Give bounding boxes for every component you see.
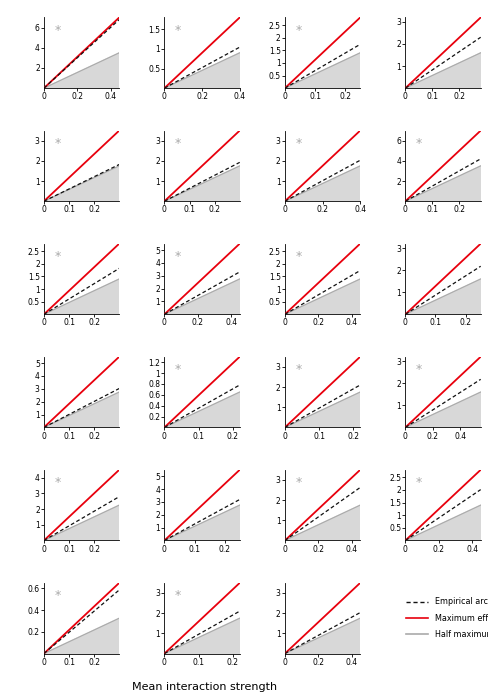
- Polygon shape: [406, 53, 481, 88]
- Text: *: *: [295, 363, 302, 376]
- Text: *: *: [175, 363, 181, 376]
- Polygon shape: [285, 166, 360, 201]
- Text: *: *: [295, 24, 302, 36]
- Polygon shape: [164, 53, 240, 88]
- Polygon shape: [406, 392, 481, 427]
- Legend: Empirical architecture, Maximum effect, Half maximum effect: Empirical architecture, Maximum effect, …: [406, 598, 488, 639]
- Text: *: *: [175, 137, 181, 150]
- Polygon shape: [406, 166, 481, 201]
- Text: *: *: [175, 250, 181, 263]
- Text: *: *: [54, 137, 61, 150]
- Text: *: *: [295, 137, 302, 150]
- Polygon shape: [44, 505, 119, 540]
- Polygon shape: [44, 392, 119, 427]
- Text: *: *: [295, 250, 302, 263]
- Text: *: *: [295, 476, 302, 489]
- Text: *: *: [416, 476, 422, 489]
- Text: *: *: [175, 24, 181, 36]
- Polygon shape: [164, 505, 240, 540]
- Polygon shape: [44, 166, 119, 201]
- Polygon shape: [285, 53, 360, 88]
- Polygon shape: [44, 618, 119, 654]
- Polygon shape: [164, 166, 240, 201]
- Text: Mean interaction strength: Mean interaction strength: [132, 682, 278, 692]
- Polygon shape: [406, 279, 481, 315]
- Polygon shape: [285, 505, 360, 540]
- Polygon shape: [44, 53, 119, 88]
- Text: *: *: [416, 363, 422, 376]
- Polygon shape: [285, 392, 360, 427]
- Text: *: *: [54, 24, 61, 36]
- Polygon shape: [285, 618, 360, 654]
- Polygon shape: [285, 279, 360, 315]
- Polygon shape: [164, 279, 240, 315]
- Text: *: *: [54, 476, 61, 489]
- Text: *: *: [54, 250, 61, 263]
- Text: *: *: [54, 589, 61, 602]
- Polygon shape: [406, 505, 481, 540]
- Polygon shape: [164, 392, 240, 427]
- Text: *: *: [175, 589, 181, 602]
- Polygon shape: [44, 279, 119, 315]
- Text: *: *: [416, 137, 422, 150]
- Polygon shape: [164, 618, 240, 654]
